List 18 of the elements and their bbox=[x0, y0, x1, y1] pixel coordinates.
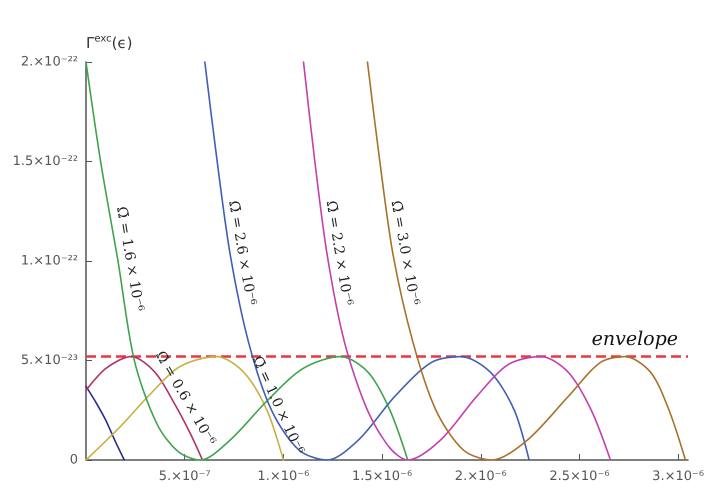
x-tick-label: 2.×10⁻⁶ bbox=[454, 469, 507, 484]
text: Ω̄ = 0.6 × 10⁻⁶ bbox=[152, 348, 219, 449]
text: Ω̄ = 1.6 × 10⁻⁶ bbox=[113, 205, 147, 313]
text: Ω̄ = 1.0 × 10⁻⁶ bbox=[248, 354, 308, 458]
x-tick-label: 3.×10⁻⁶ bbox=[652, 469, 704, 484]
y-tick-label: 1.5×10⁻²² bbox=[12, 154, 78, 169]
x-tick-label: 2.5×10⁻⁶ bbox=[549, 469, 610, 484]
y-tick-label: 0 bbox=[70, 452, 78, 468]
y-tick-label: 2.×10⁻²² bbox=[20, 54, 78, 70]
ref-line-label: envelope bbox=[592, 328, 678, 350]
text: Ω̄ = 3.0 × 10⁻⁶ bbox=[388, 199, 422, 307]
text: Ω̄ = 2.6 × 10⁻⁶ bbox=[225, 199, 260, 307]
x-tick-label: 1.5×10⁻⁶ bbox=[352, 469, 412, 484]
y-tick-label: 1.×10⁻²² bbox=[20, 254, 78, 268]
y-tick-label: 5.×10⁻²³ bbox=[20, 353, 78, 368]
text: Ω̄ = 2.2 × 10⁻⁶ bbox=[322, 200, 356, 308]
x-tick-label: 1.×10⁻⁶ bbox=[257, 469, 310, 484]
x-tick-label: 5.×10⁻⁷ bbox=[158, 469, 211, 484]
